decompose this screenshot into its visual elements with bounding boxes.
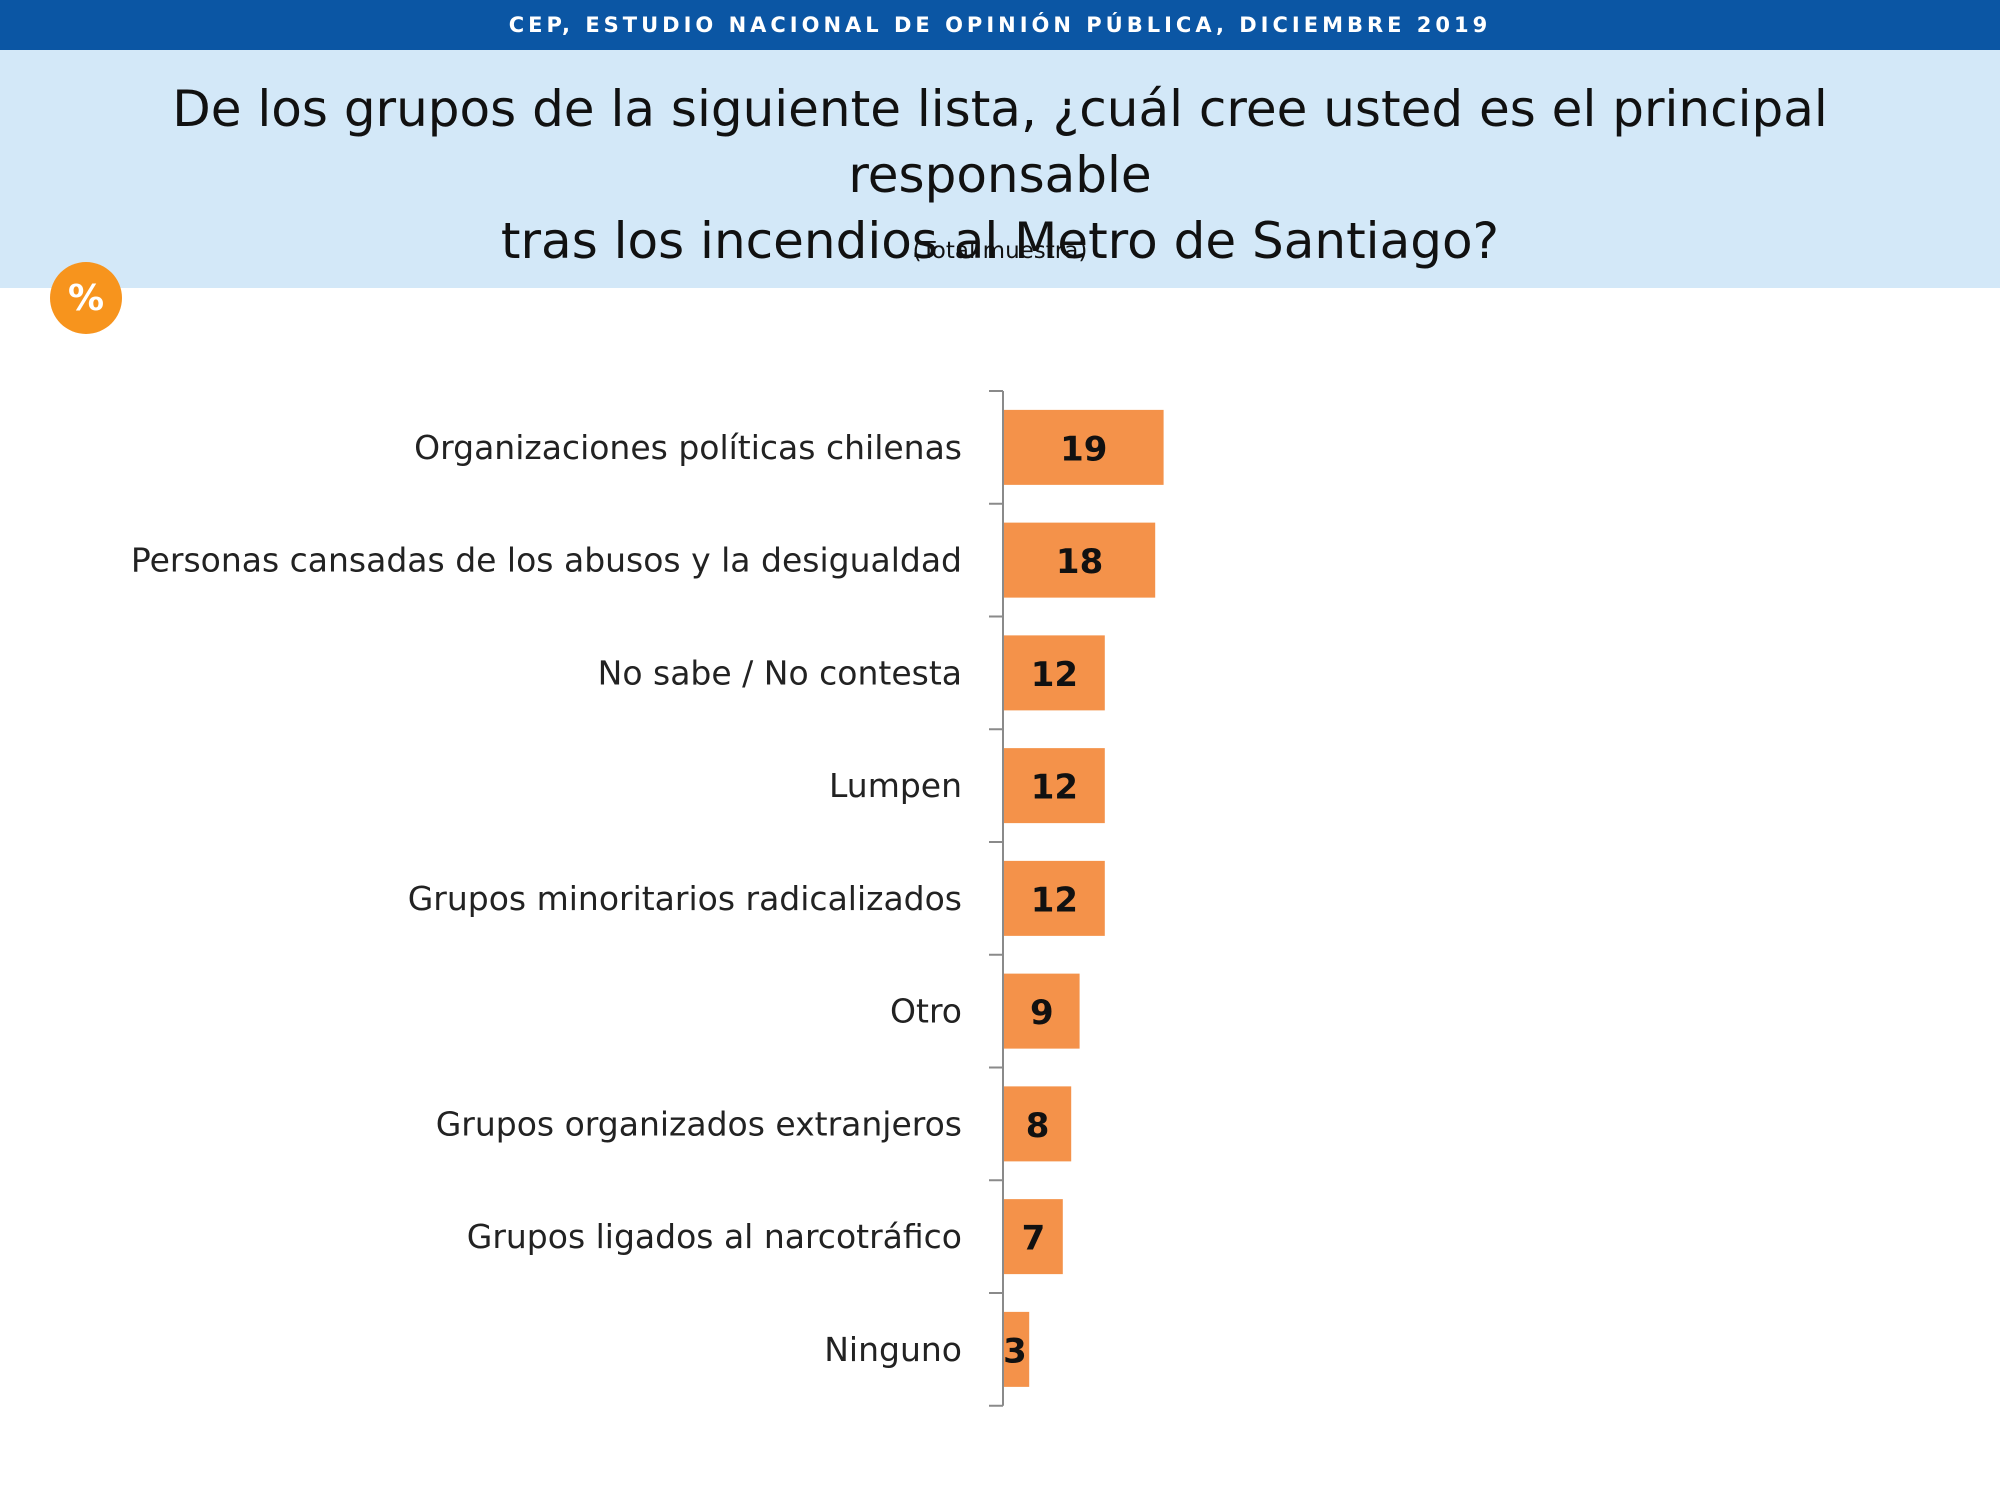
bar-row: Personas cansadas de los abusos y la des… (131, 522, 1156, 598)
bar (1004, 860, 1105, 936)
bar-row: Organizaciones políticas chilenas 19 (414, 409, 1164, 485)
category-label: Lumpen (829, 766, 962, 805)
value-label: 12 (1031, 768, 1078, 808)
bar-row: Ninguno 3 (824, 1311, 1030, 1387)
chart-title-line-2: tras los incendios al Metro de Santiago? (500, 212, 1500, 270)
value-label: 9 (1030, 993, 1054, 1033)
value-label: 18 (1056, 542, 1103, 582)
bar (1004, 522, 1156, 598)
value-label: 7 (1022, 1219, 1046, 1259)
category-label: Grupos ligados al narcotráfico (467, 1217, 962, 1256)
value-label: 12 (1031, 655, 1078, 695)
category-label: Otro (890, 992, 962, 1031)
chart-title: De los grupos de la siguiente lista, ¿cu… (50, 76, 1950, 274)
value-label: 12 (1031, 880, 1078, 920)
bar (1004, 1086, 1072, 1162)
bar (1004, 1311, 1030, 1387)
value-label: 3 (1003, 1331, 1027, 1371)
chart-title-line-1: De los grupos de la siguiente lista, ¿cu… (172, 80, 1828, 204)
percent-badge-icon: % (50, 262, 122, 334)
category-label: Ninguno (824, 1330, 962, 1369)
category-label: No sabe / No contesta (598, 653, 962, 692)
bar-row: No sabe / No contesta 12 (598, 635, 1105, 711)
bar (1004, 635, 1105, 711)
survey-banner: CEP, ESTUDIO NACIONAL DE OPINIÓN PÚBLICA… (0, 0, 2000, 50)
bar (1004, 1199, 1063, 1275)
category-label: Personas cansadas de los abusos y la des… (131, 541, 962, 580)
bar-row: Lumpen 12 (829, 748, 1105, 824)
value-label: 8 (1026, 1106, 1050, 1146)
survey-banner-text: CEP, ESTUDIO NACIONAL DE OPINIÓN PÚBLICA… (508, 13, 1492, 37)
value-label: 19 (1060, 429, 1107, 469)
category-label: Grupos minoritarios radicalizados (408, 879, 962, 918)
bar-row: Grupos organizados extranjeros 8 (436, 1086, 1072, 1162)
bar-row: Grupos ligados al narcotráfico 7 (467, 1199, 1063, 1275)
bar (1004, 748, 1105, 824)
category-label: Grupos organizados extranjeros (436, 1104, 962, 1143)
question-band: De los grupos de la siguiente lista, ¿cu… (0, 50, 2000, 288)
chart-subtitle: (Total muestra) (912, 238, 1088, 264)
bar-row: Otro 9 (890, 973, 1080, 1049)
bar-row: Grupos minoritarios radicalizados 12 (408, 860, 1105, 936)
percent-badge-label: % (67, 277, 105, 319)
category-label: Organizaciones políticas chilenas (414, 428, 962, 467)
bar (1004, 409, 1164, 485)
bar (1004, 973, 1080, 1049)
